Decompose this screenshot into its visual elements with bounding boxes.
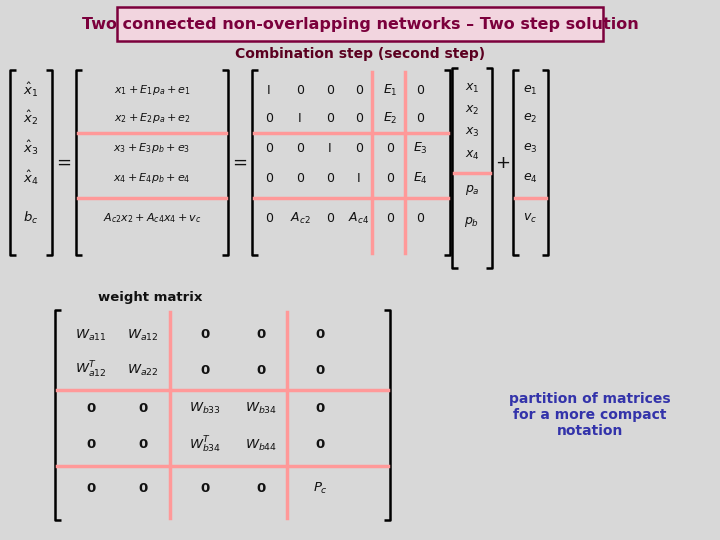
Text: $x_4 + E_4p_b + e_4$: $x_4 + E_4p_b + e_4$ [113, 171, 191, 185]
Text: 0: 0 [355, 111, 363, 125]
Text: $\mathbf{0}$: $\mathbf{0}$ [256, 363, 266, 376]
Text: 0: 0 [296, 84, 304, 97]
Text: $\hat{x}_1$: $\hat{x}_1$ [23, 81, 39, 99]
Text: 0: 0 [296, 141, 304, 154]
Text: 0: 0 [355, 84, 363, 97]
Text: $e_4$: $e_4$ [523, 172, 538, 185]
Text: $\mathbf{0}$: $\mathbf{0}$ [256, 482, 266, 495]
Text: $E_1$: $E_1$ [383, 83, 397, 98]
Text: 0: 0 [326, 84, 334, 97]
Text: $\mathbf{0}$: $\mathbf{0}$ [315, 328, 325, 341]
Text: $\mathbf{0}$: $\mathbf{0}$ [138, 402, 148, 415]
Text: $W_{b34}$: $W_{b34}$ [245, 401, 277, 416]
Text: 0: 0 [416, 111, 424, 125]
Text: 0: 0 [416, 212, 424, 225]
Text: $x_3 + E_3p_b + e_3$: $x_3 + E_3p_b + e_3$ [114, 141, 191, 155]
Text: 0: 0 [265, 212, 273, 225]
Text: $x_2 + E_2p_a + e_2$: $x_2 + E_2p_a + e_2$ [114, 111, 190, 125]
FancyBboxPatch shape [117, 7, 603, 41]
Text: $e_3$: $e_3$ [523, 141, 538, 154]
Text: $W_{b44}$: $W_{b44}$ [245, 437, 277, 453]
Text: $\mathbf{0}$: $\mathbf{0}$ [138, 438, 148, 451]
Text: $\mathbf{0}$: $\mathbf{0}$ [199, 482, 210, 495]
Text: 0: 0 [386, 212, 394, 225]
Text: 0: 0 [326, 111, 334, 125]
Text: $\mathbf{0}$: $\mathbf{0}$ [315, 438, 325, 451]
Text: Two connected non-overlapping networks – Two step solution: Two connected non-overlapping networks –… [81, 17, 639, 32]
Text: $e_1$: $e_1$ [523, 84, 538, 97]
Text: $E_3$: $E_3$ [413, 140, 428, 156]
Text: 0: 0 [265, 111, 273, 125]
Text: 0: 0 [416, 84, 424, 97]
Text: $W_{b34}^T$: $W_{b34}^T$ [189, 435, 221, 455]
Text: +: + [495, 154, 510, 172]
Text: $P_c$: $P_c$ [312, 481, 328, 496]
Text: $A_{c2}x_2 + A_{c4}x_4 + v_c$: $A_{c2}x_2 + A_{c4}x_4 + v_c$ [103, 211, 202, 225]
Text: 0: 0 [386, 141, 394, 154]
Text: $W_{a12}$: $W_{a12}$ [127, 327, 159, 342]
Text: 0: 0 [265, 172, 273, 185]
Text: $\mathbf{0}$: $\mathbf{0}$ [86, 438, 96, 451]
Text: $\mathbf{0}$: $\mathbf{0}$ [86, 402, 96, 415]
Text: $\mathbf{0}$: $\mathbf{0}$ [199, 328, 210, 341]
Text: Combination step (second step): Combination step (second step) [235, 47, 485, 61]
Text: $A_{c4}$: $A_{c4}$ [348, 211, 369, 226]
Text: $e_2$: $e_2$ [523, 111, 538, 125]
Text: I: I [357, 172, 361, 185]
Text: 0: 0 [326, 212, 334, 225]
Text: $E_4$: $E_4$ [413, 171, 428, 186]
Text: $\hat{x}_4$: $\hat{x}_4$ [23, 169, 39, 187]
Text: $\mathbf{0}$: $\mathbf{0}$ [86, 482, 96, 495]
Text: partition of matrices
for a more compact
notation: partition of matrices for a more compact… [509, 392, 671, 438]
Text: weight matrix: weight matrix [98, 292, 202, 305]
Text: $p_b$: $p_b$ [464, 215, 480, 229]
Text: $\mathbf{0}$: $\mathbf{0}$ [138, 482, 148, 495]
Text: 0: 0 [355, 141, 363, 154]
Text: $x_1 + E_1p_a + e_1$: $x_1 + E_1p_a + e_1$ [114, 83, 191, 97]
Text: =: = [56, 154, 71, 172]
Text: $E_2$: $E_2$ [383, 111, 397, 126]
Text: $x_4$: $x_4$ [464, 148, 480, 161]
Text: $x_1$: $x_1$ [465, 82, 480, 94]
Text: $p_a$: $p_a$ [464, 183, 480, 197]
Text: I: I [328, 141, 332, 154]
Text: $b_c$: $b_c$ [23, 210, 39, 226]
Text: 0: 0 [296, 172, 304, 185]
Text: 0: 0 [386, 172, 394, 185]
Text: I: I [298, 111, 302, 125]
Text: $\hat{x}_3$: $\hat{x}_3$ [23, 139, 39, 157]
Text: $\hat{x}_2$: $\hat{x}_2$ [23, 109, 39, 127]
Text: $v_c$: $v_c$ [523, 212, 538, 225]
Text: $W_{a12}^T$: $W_{a12}^T$ [75, 360, 107, 380]
Text: 0: 0 [265, 141, 273, 154]
Text: $\mathbf{0}$: $\mathbf{0}$ [315, 402, 325, 415]
Text: $\mathbf{0}$: $\mathbf{0}$ [315, 363, 325, 376]
Text: 0: 0 [326, 172, 334, 185]
Text: =: = [233, 154, 248, 172]
Text: $W_{b33}$: $W_{b33}$ [189, 401, 221, 416]
Text: $A_{c2}$: $A_{c2}$ [289, 211, 310, 226]
Text: $W_{a11}$: $W_{a11}$ [75, 327, 107, 342]
Text: $x_2$: $x_2$ [465, 104, 480, 117]
Text: I: I [267, 84, 271, 97]
Text: $W_{a22}$: $W_{a22}$ [127, 362, 159, 377]
Text: $\mathbf{0}$: $\mathbf{0}$ [256, 328, 266, 341]
Text: $x_3$: $x_3$ [464, 125, 480, 139]
Text: $\mathbf{0}$: $\mathbf{0}$ [199, 363, 210, 376]
